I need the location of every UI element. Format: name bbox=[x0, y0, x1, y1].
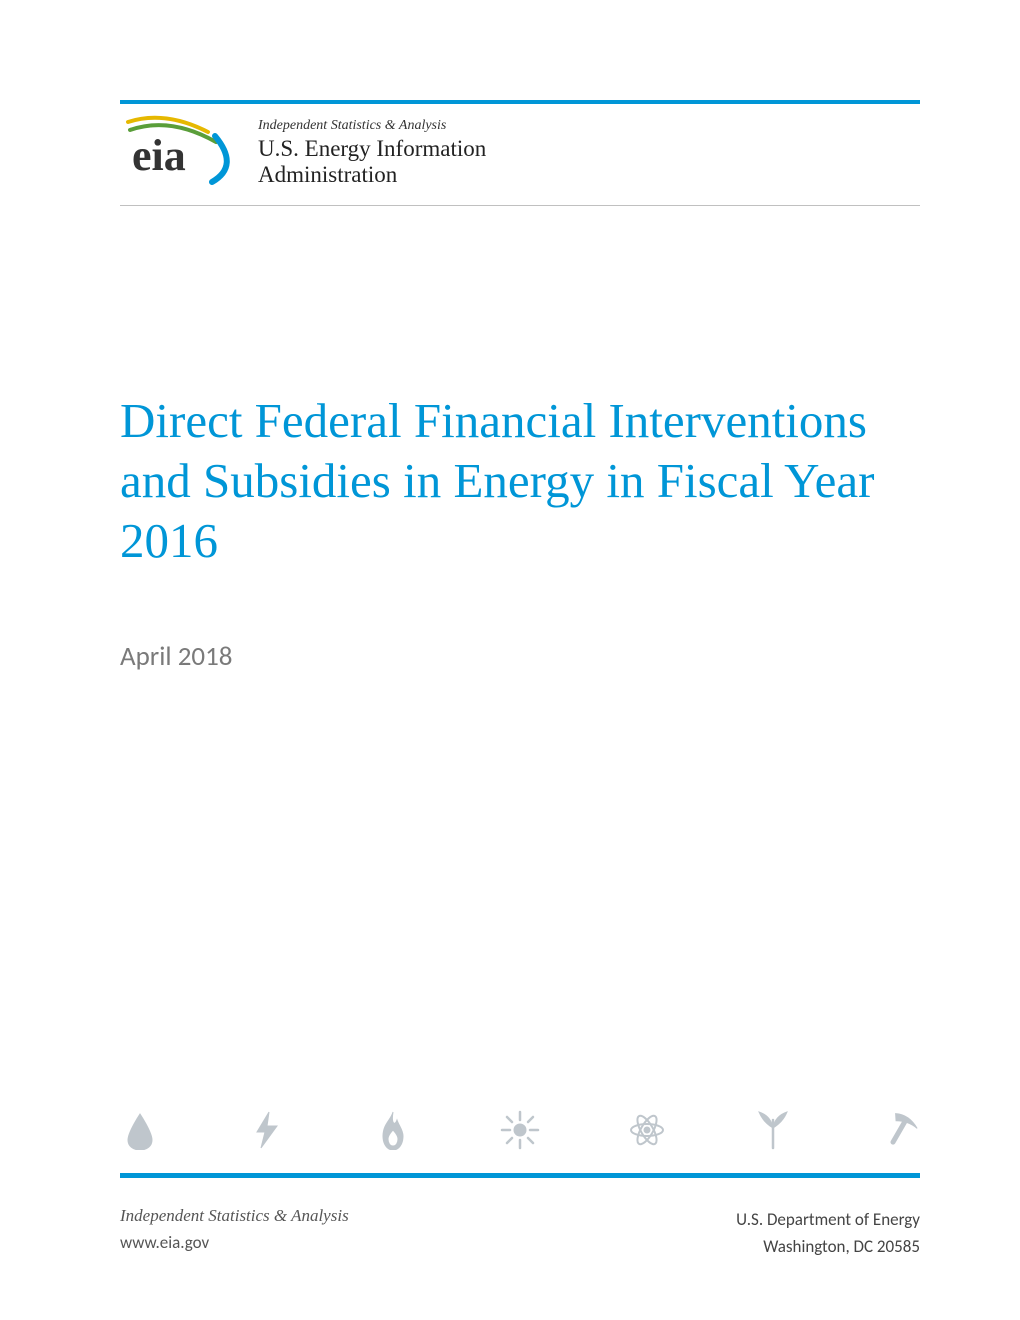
document-date: April 2018 bbox=[120, 640, 920, 673]
flame-icon bbox=[373, 1110, 413, 1155]
atom-icon bbox=[627, 1110, 667, 1155]
spacer bbox=[120, 673, 920, 1109]
sun-icon bbox=[500, 1110, 540, 1155]
footer-bar: Independent Statistics & Analysis www.ei… bbox=[120, 1173, 920, 1260]
eia-logo: eia bbox=[120, 114, 240, 191]
org-name-line1: U.S. Energy Information bbox=[258, 136, 486, 162]
footer-tagline: Independent Statistics & Analysis bbox=[120, 1206, 349, 1226]
mining-pick-icon bbox=[880, 1110, 920, 1155]
header-tagline: Independent Statistics & Analysis bbox=[258, 118, 486, 134]
energy-icon-row bbox=[120, 1110, 920, 1173]
org-name-line2: Administration bbox=[258, 162, 486, 188]
electricity-bolt-icon bbox=[247, 1110, 287, 1155]
footer-left: Independent Statistics & Analysis www.ei… bbox=[120, 1206, 349, 1253]
svg-text:eia: eia bbox=[132, 131, 186, 180]
cover-page: eia Independent Statistics & Analysis U.… bbox=[0, 0, 1020, 1320]
plant-icon bbox=[753, 1110, 793, 1155]
header-text-block: Independent Statistics & Analysis U.S. E… bbox=[258, 114, 486, 189]
header-bar: eia Independent Statistics & Analysis U.… bbox=[120, 100, 920, 206]
document-title: Direct Federal Financial Interventions a… bbox=[120, 391, 920, 570]
footer-url: www.eia.gov bbox=[120, 1232, 349, 1253]
footer-right: U.S. Department of Energy Washington, DC… bbox=[736, 1206, 920, 1260]
footer-address: Washington, DC 20585 bbox=[736, 1233, 920, 1260]
footer-department: U.S. Department of Energy bbox=[736, 1206, 920, 1233]
oil-drop-icon bbox=[120, 1110, 160, 1155]
title-block: Direct Federal Financial Interventions a… bbox=[120, 391, 920, 673]
